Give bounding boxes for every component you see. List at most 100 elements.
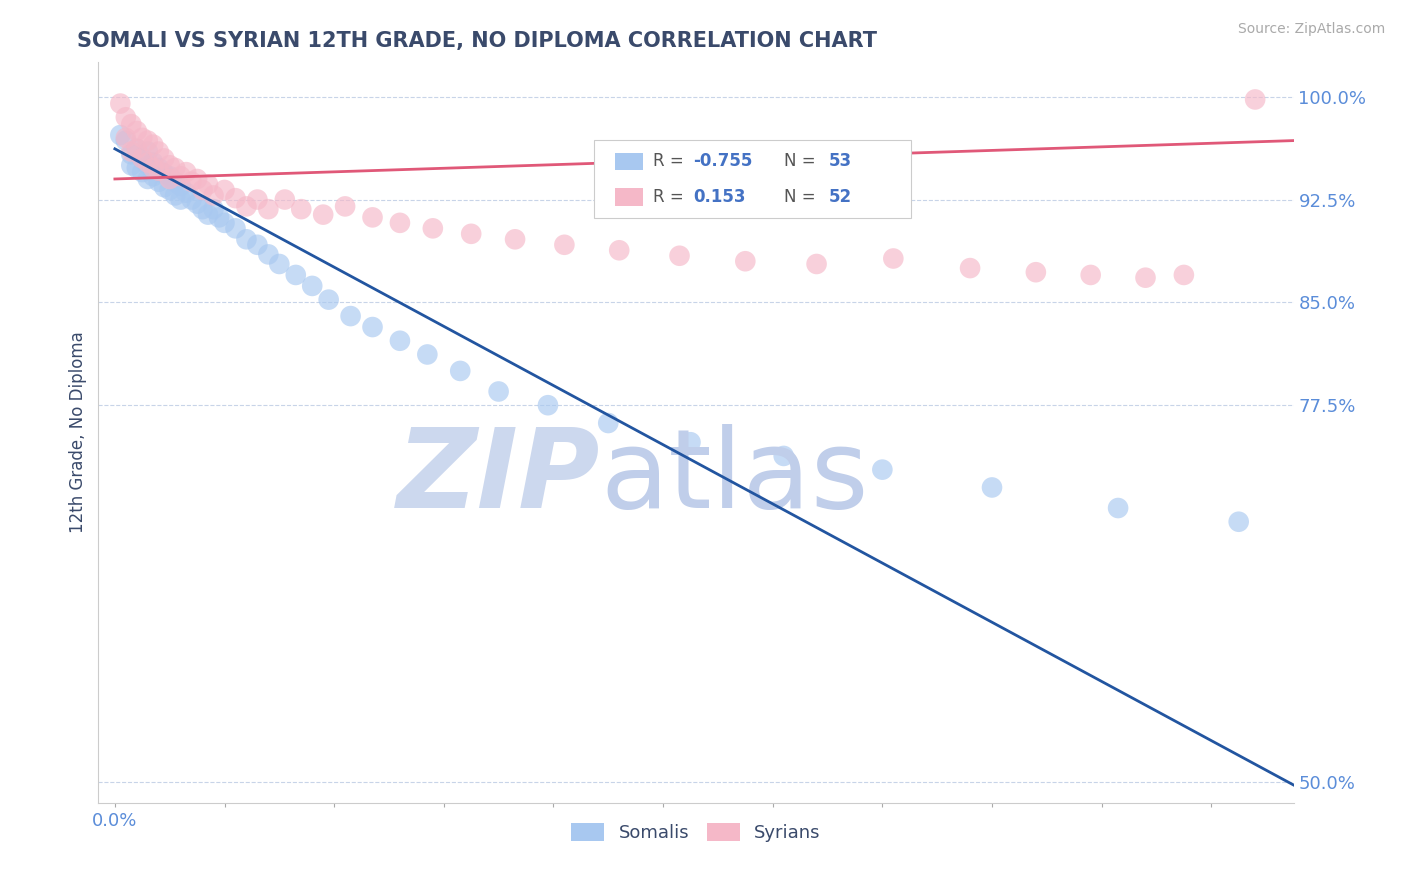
Point [125,124,148,138]
Text: atlas: atlas [600,424,869,531]
Point [148,175,170,189]
Point [174,186,197,200]
Point [153,152,176,166]
Point [153,180,176,194]
Point [186,172,208,186]
Point [142,137,165,152]
Text: ZIP: ZIP [396,424,600,531]
Text: N =: N = [785,153,821,170]
Point [159,183,181,197]
Point [1107,501,1129,516]
Point [872,462,894,476]
Point [772,449,794,463]
Point [136,158,159,172]
Point [388,334,411,348]
Point [488,384,510,399]
Point [1025,265,1047,279]
Point [235,232,257,246]
Point [1173,268,1195,282]
Point [197,178,219,192]
Point [361,211,384,225]
Point [136,145,159,159]
Point [208,211,231,225]
Point [174,165,197,179]
Point [269,257,291,271]
Point [191,183,214,197]
Point [191,202,214,216]
Point [197,208,219,222]
Point [257,202,280,216]
Point [114,110,136,124]
Point [202,202,225,216]
Point [274,193,297,207]
Point [1227,515,1250,529]
Point [120,145,142,159]
Point [110,128,132,142]
Point [388,216,411,230]
Point [180,175,202,189]
Point [1135,270,1157,285]
Point [301,279,323,293]
Point [422,221,444,235]
Point [679,435,702,450]
Point [165,161,187,175]
Point [169,193,191,207]
Point [882,252,904,266]
Point [257,247,280,261]
Point [165,188,187,202]
Text: 53: 53 [828,153,852,170]
Text: R =: R = [652,187,689,206]
Point [416,347,439,361]
Point [1080,268,1102,282]
Point [136,155,159,169]
Point [131,165,153,179]
Point [503,232,526,246]
Point [159,172,181,186]
Point [142,155,165,169]
Point [246,193,269,207]
Point [114,134,136,148]
Text: SOMALI VS SYRIAN 12TH GRADE, NO DIPLOMA CORRELATION CHART: SOMALI VS SYRIAN 12TH GRADE, NO DIPLOMA … [77,31,877,51]
Point [1244,92,1267,106]
Text: N =: N = [785,187,821,206]
Text: R =: R = [652,153,689,170]
Point [224,221,246,235]
Point [361,320,384,334]
Text: Source: ZipAtlas.com: Source: ZipAtlas.com [1237,22,1385,37]
Point [120,117,142,131]
Point [598,416,620,430]
Point [734,254,756,268]
Point [246,237,269,252]
Point [148,161,170,175]
Text: 52: 52 [828,187,852,206]
Point [125,161,148,175]
Bar [614,187,644,205]
Point [159,158,181,172]
Point [125,142,148,156]
Legend: Somalis, Syrians: Somalis, Syrians [564,815,828,849]
Point [131,152,153,166]
Point [537,398,560,412]
Point [159,169,181,184]
Point [153,166,176,180]
Point [120,158,142,172]
Point [806,257,828,271]
Point [148,163,170,178]
Point [131,131,153,145]
Point [142,169,165,184]
Point [148,145,170,159]
Point [142,161,165,175]
Point [114,131,136,145]
FancyBboxPatch shape [595,140,911,218]
Point [981,480,1004,494]
Y-axis label: 12th Grade, No Diploma: 12th Grade, No Diploma [69,332,87,533]
Point [290,202,312,216]
Point [312,208,335,222]
Point [169,178,191,193]
Point [186,196,208,211]
Point [169,169,191,184]
Point [136,134,159,148]
Point [460,227,482,241]
Point [959,261,981,276]
Point [214,183,236,197]
